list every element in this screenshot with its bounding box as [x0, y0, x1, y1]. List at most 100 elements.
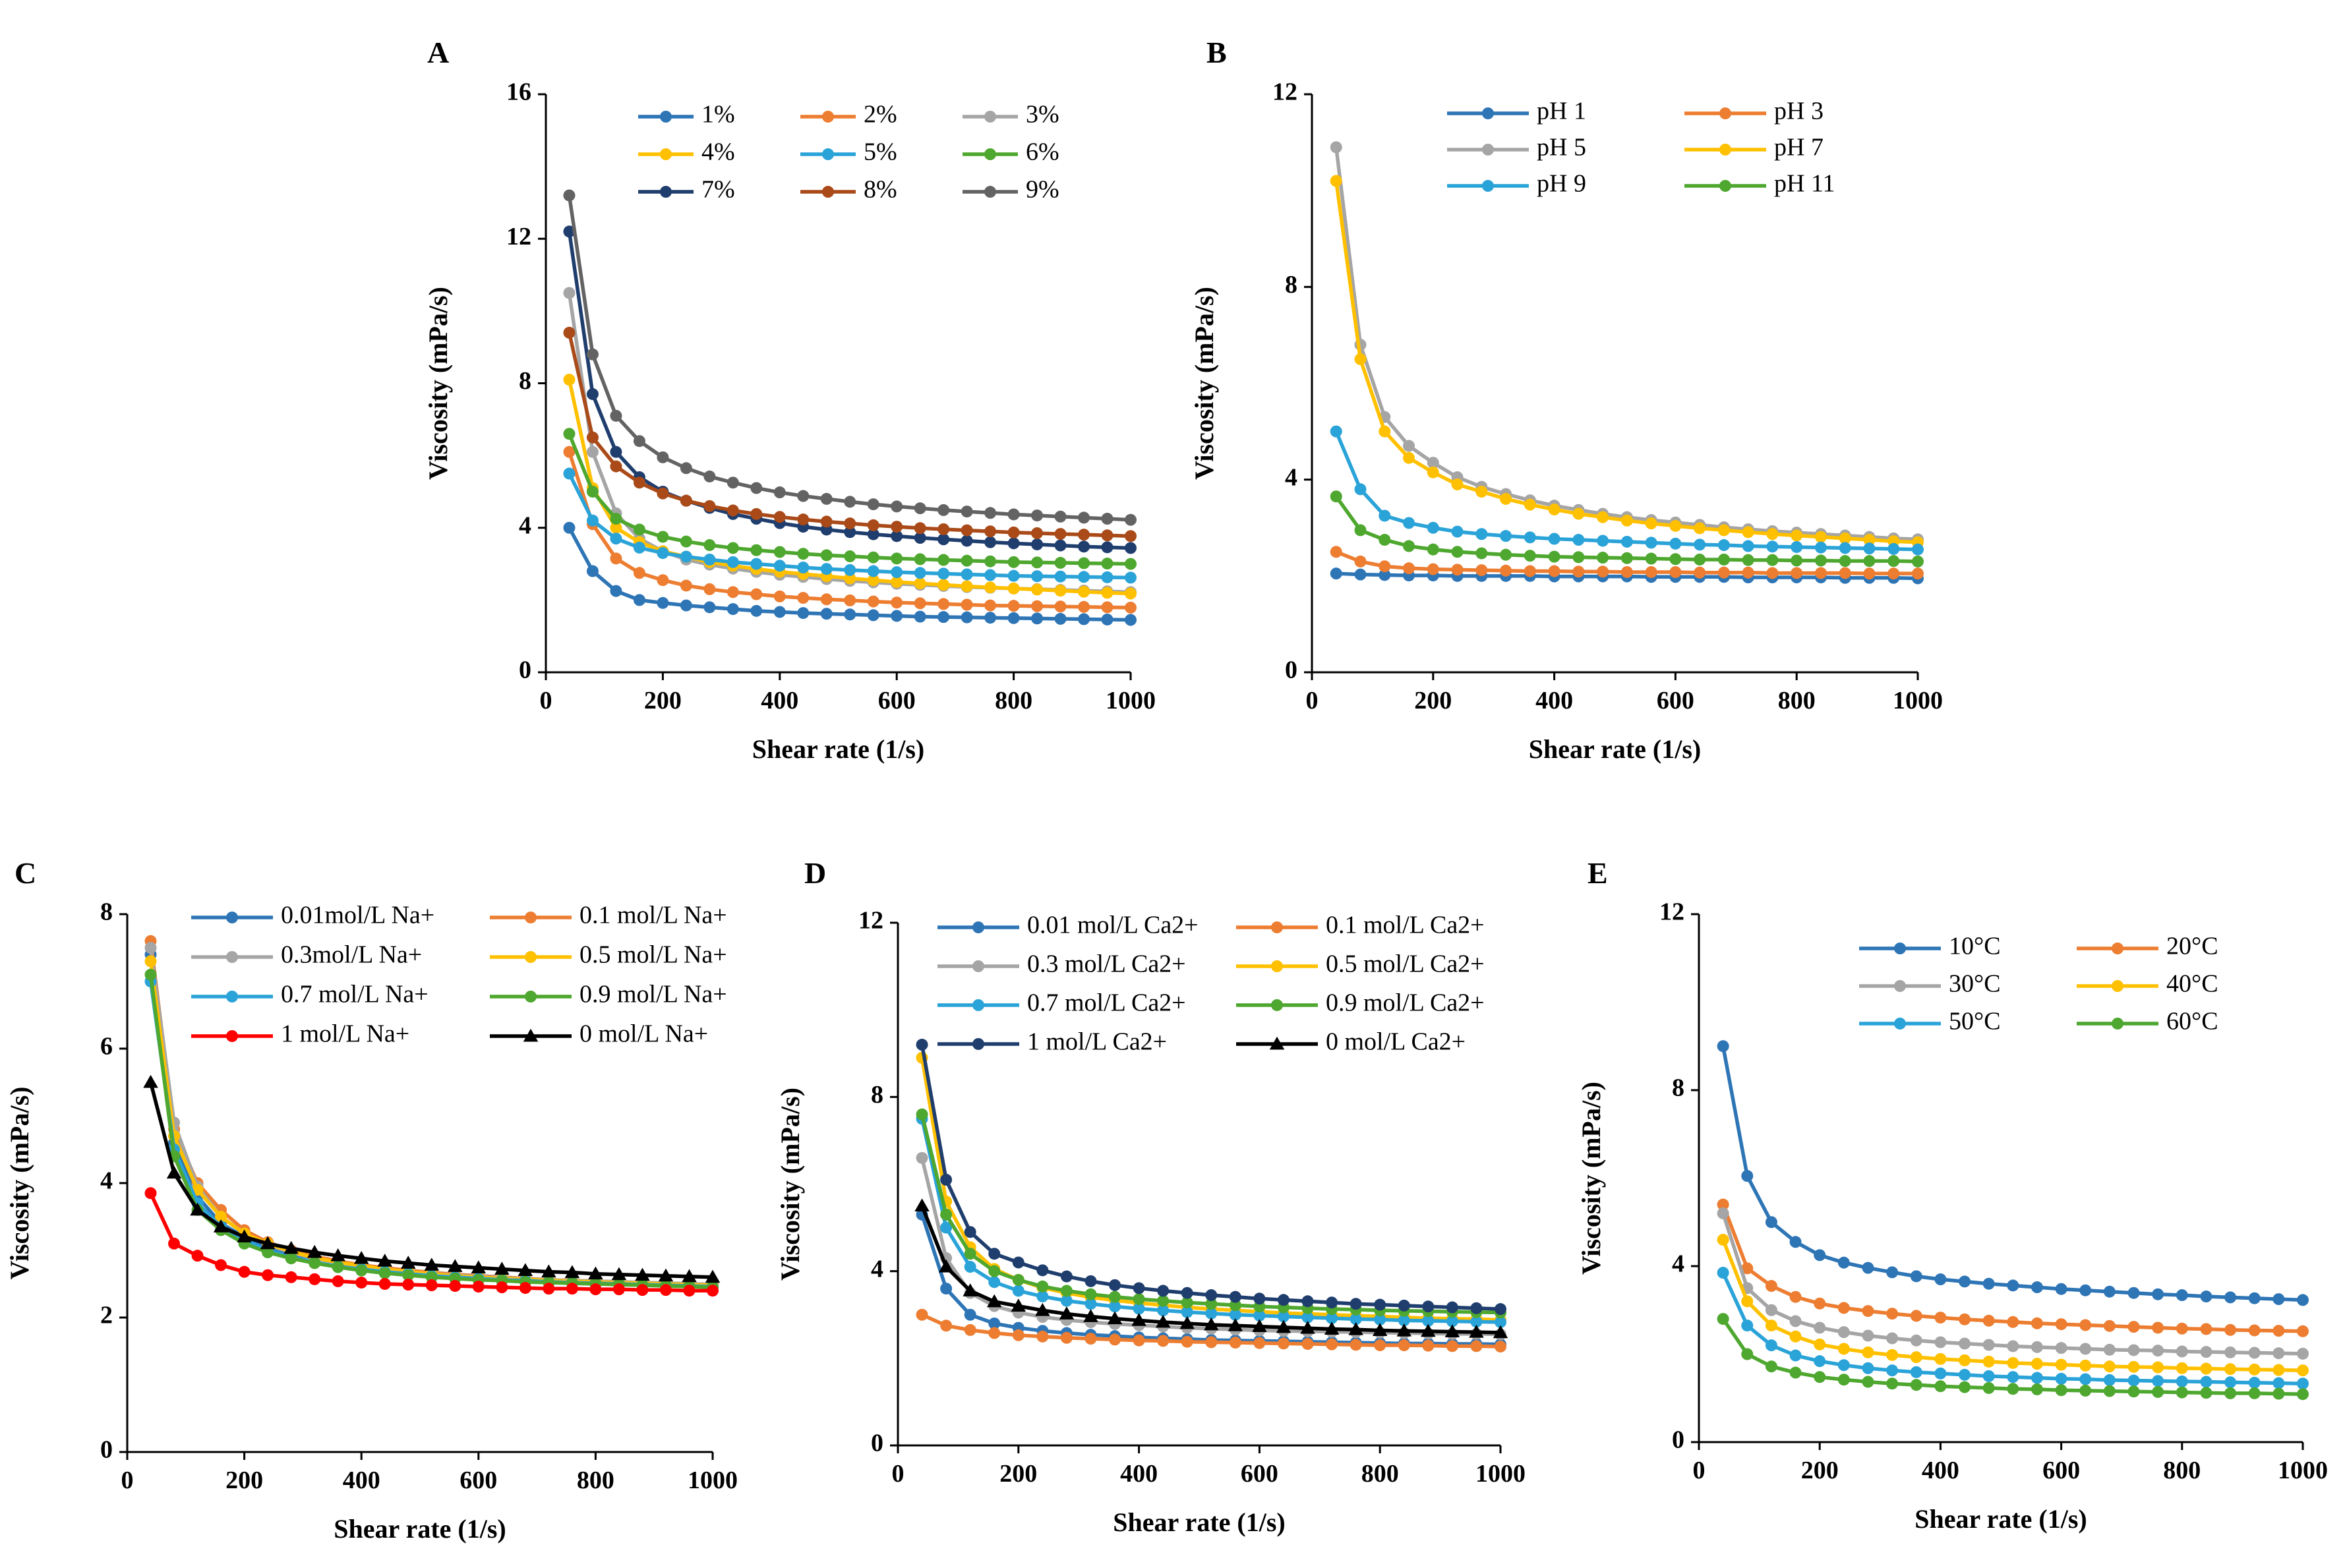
data-point — [683, 1285, 696, 1297]
legend-swatch-marker — [660, 111, 672, 123]
data-point — [797, 562, 810, 574]
data-point — [1354, 483, 1367, 496]
data-point — [2200, 1376, 2212, 1388]
data-point — [1101, 513, 1113, 525]
data-point — [750, 544, 763, 556]
data-point — [1912, 567, 1924, 580]
legend-label: 3% — [1026, 101, 1059, 129]
legend-label: 60°C — [2166, 1008, 2218, 1035]
data-point — [680, 599, 692, 612]
data-point — [1475, 485, 1488, 498]
legend-label: 7% — [701, 176, 735, 204]
data-point — [937, 611, 950, 624]
legend-swatch-marker — [1894, 943, 1906, 954]
series-2- — [563, 446, 1137, 614]
data-point — [2055, 1342, 2067, 1354]
data-point — [1837, 1359, 1850, 1372]
data-point — [1031, 509, 1044, 522]
series-line — [1334, 430, 1918, 552]
data-point — [2055, 1358, 2067, 1371]
data-point — [1694, 522, 1706, 535]
data-point — [1500, 548, 1512, 561]
data-point — [566, 1283, 578, 1295]
legend: 0.01mol/L Na+ 0.1 mol/L Na+ 0.3mol/L Na+ 0.… — [191, 902, 727, 1048]
data-point — [1031, 583, 1044, 596]
data-point — [1133, 1302, 1145, 1315]
legend-swatch-marker — [1719, 107, 1731, 119]
data-point — [2297, 1364, 2309, 1377]
data-point — [657, 531, 669, 543]
data-point — [1470, 1340, 1483, 1352]
data-point — [703, 583, 716, 595]
data-point — [610, 446, 622, 458]
data-point — [144, 968, 157, 981]
data-point — [1982, 1370, 1995, 1382]
legend-swatch-marker — [1269, 1036, 1285, 1050]
data-point — [563, 287, 576, 299]
series-1- — [563, 521, 1137, 626]
legend-swatch-marker — [525, 991, 537, 1002]
data-point — [1125, 513, 1137, 526]
data-point — [1863, 555, 1876, 567]
data-point — [1379, 569, 1391, 581]
data-point — [1277, 1310, 1290, 1323]
data-point — [984, 536, 997, 548]
legend-label: 6% — [1026, 138, 1059, 166]
data-point — [1645, 566, 1657, 578]
data-point — [1007, 600, 1020, 612]
y-tick-label: 8 — [1285, 271, 1297, 299]
data-point — [1155, 1314, 1171, 1328]
data-point — [1470, 1302, 1483, 1314]
legend-swatch-marker — [1719, 144, 1731, 156]
data-point — [867, 519, 879, 531]
legend-swatch-marker — [972, 921, 984, 933]
data-point — [937, 554, 950, 566]
data-point — [1205, 1307, 1218, 1320]
data-point — [984, 569, 997, 581]
y-tick-label: 0 — [1285, 656, 1297, 684]
data-point — [1645, 517, 1657, 530]
data-point — [2297, 1294, 2309, 1306]
data-point — [1862, 1305, 1874, 1318]
data-point — [1789, 1349, 1802, 1362]
legend-label: pH 5 — [1537, 134, 1586, 161]
data-point — [1101, 613, 1113, 625]
data-point — [1742, 554, 1754, 566]
data-point — [1620, 514, 1633, 527]
data-point — [1253, 1337, 1266, 1349]
legend-entry: 0.5 mol/L Ca2+ — [1236, 950, 1485, 978]
legend: pH 1 pH 3 pH 5 pH 7 pH 9 pH 11 — [1447, 98, 1835, 198]
data-point — [940, 1208, 953, 1221]
data-point — [1451, 564, 1464, 576]
data-point — [1863, 567, 1876, 580]
data-point — [635, 1267, 650, 1281]
data-point — [1133, 1292, 1145, 1305]
data-point — [1837, 1326, 1850, 1339]
series-10-c — [1717, 1040, 2309, 1306]
data-point — [1084, 1333, 1097, 1345]
x-tick-label: 600 — [878, 687, 916, 714]
data-point — [633, 594, 645, 606]
data-point — [891, 596, 903, 609]
y-tick-label: 4 — [871, 1255, 883, 1283]
data-point — [2272, 1387, 2285, 1400]
data-point — [940, 1320, 953, 1332]
data-point — [914, 567, 926, 579]
data-point — [494, 1262, 510, 1275]
data-point — [610, 552, 622, 565]
y-tick-label: 0 — [100, 1436, 113, 1464]
data-point — [773, 590, 786, 602]
data-point — [2079, 1319, 2092, 1331]
data-point — [1007, 582, 1020, 595]
data-point — [1036, 1330, 1049, 1343]
series-line — [1721, 1045, 2303, 1302]
x-axis-title: Shear rate (1/s) — [1113, 1507, 1285, 1537]
legend: 10°C 20°C 30°C 40°C 50°C 60°C — [1859, 933, 2218, 1035]
data-point — [1031, 612, 1044, 625]
data-point — [961, 506, 973, 518]
data-point — [797, 592, 810, 604]
data-point — [1252, 1319, 1267, 1333]
data-point — [988, 1317, 1001, 1329]
data-point — [1031, 556, 1044, 569]
data-point — [1451, 546, 1464, 558]
